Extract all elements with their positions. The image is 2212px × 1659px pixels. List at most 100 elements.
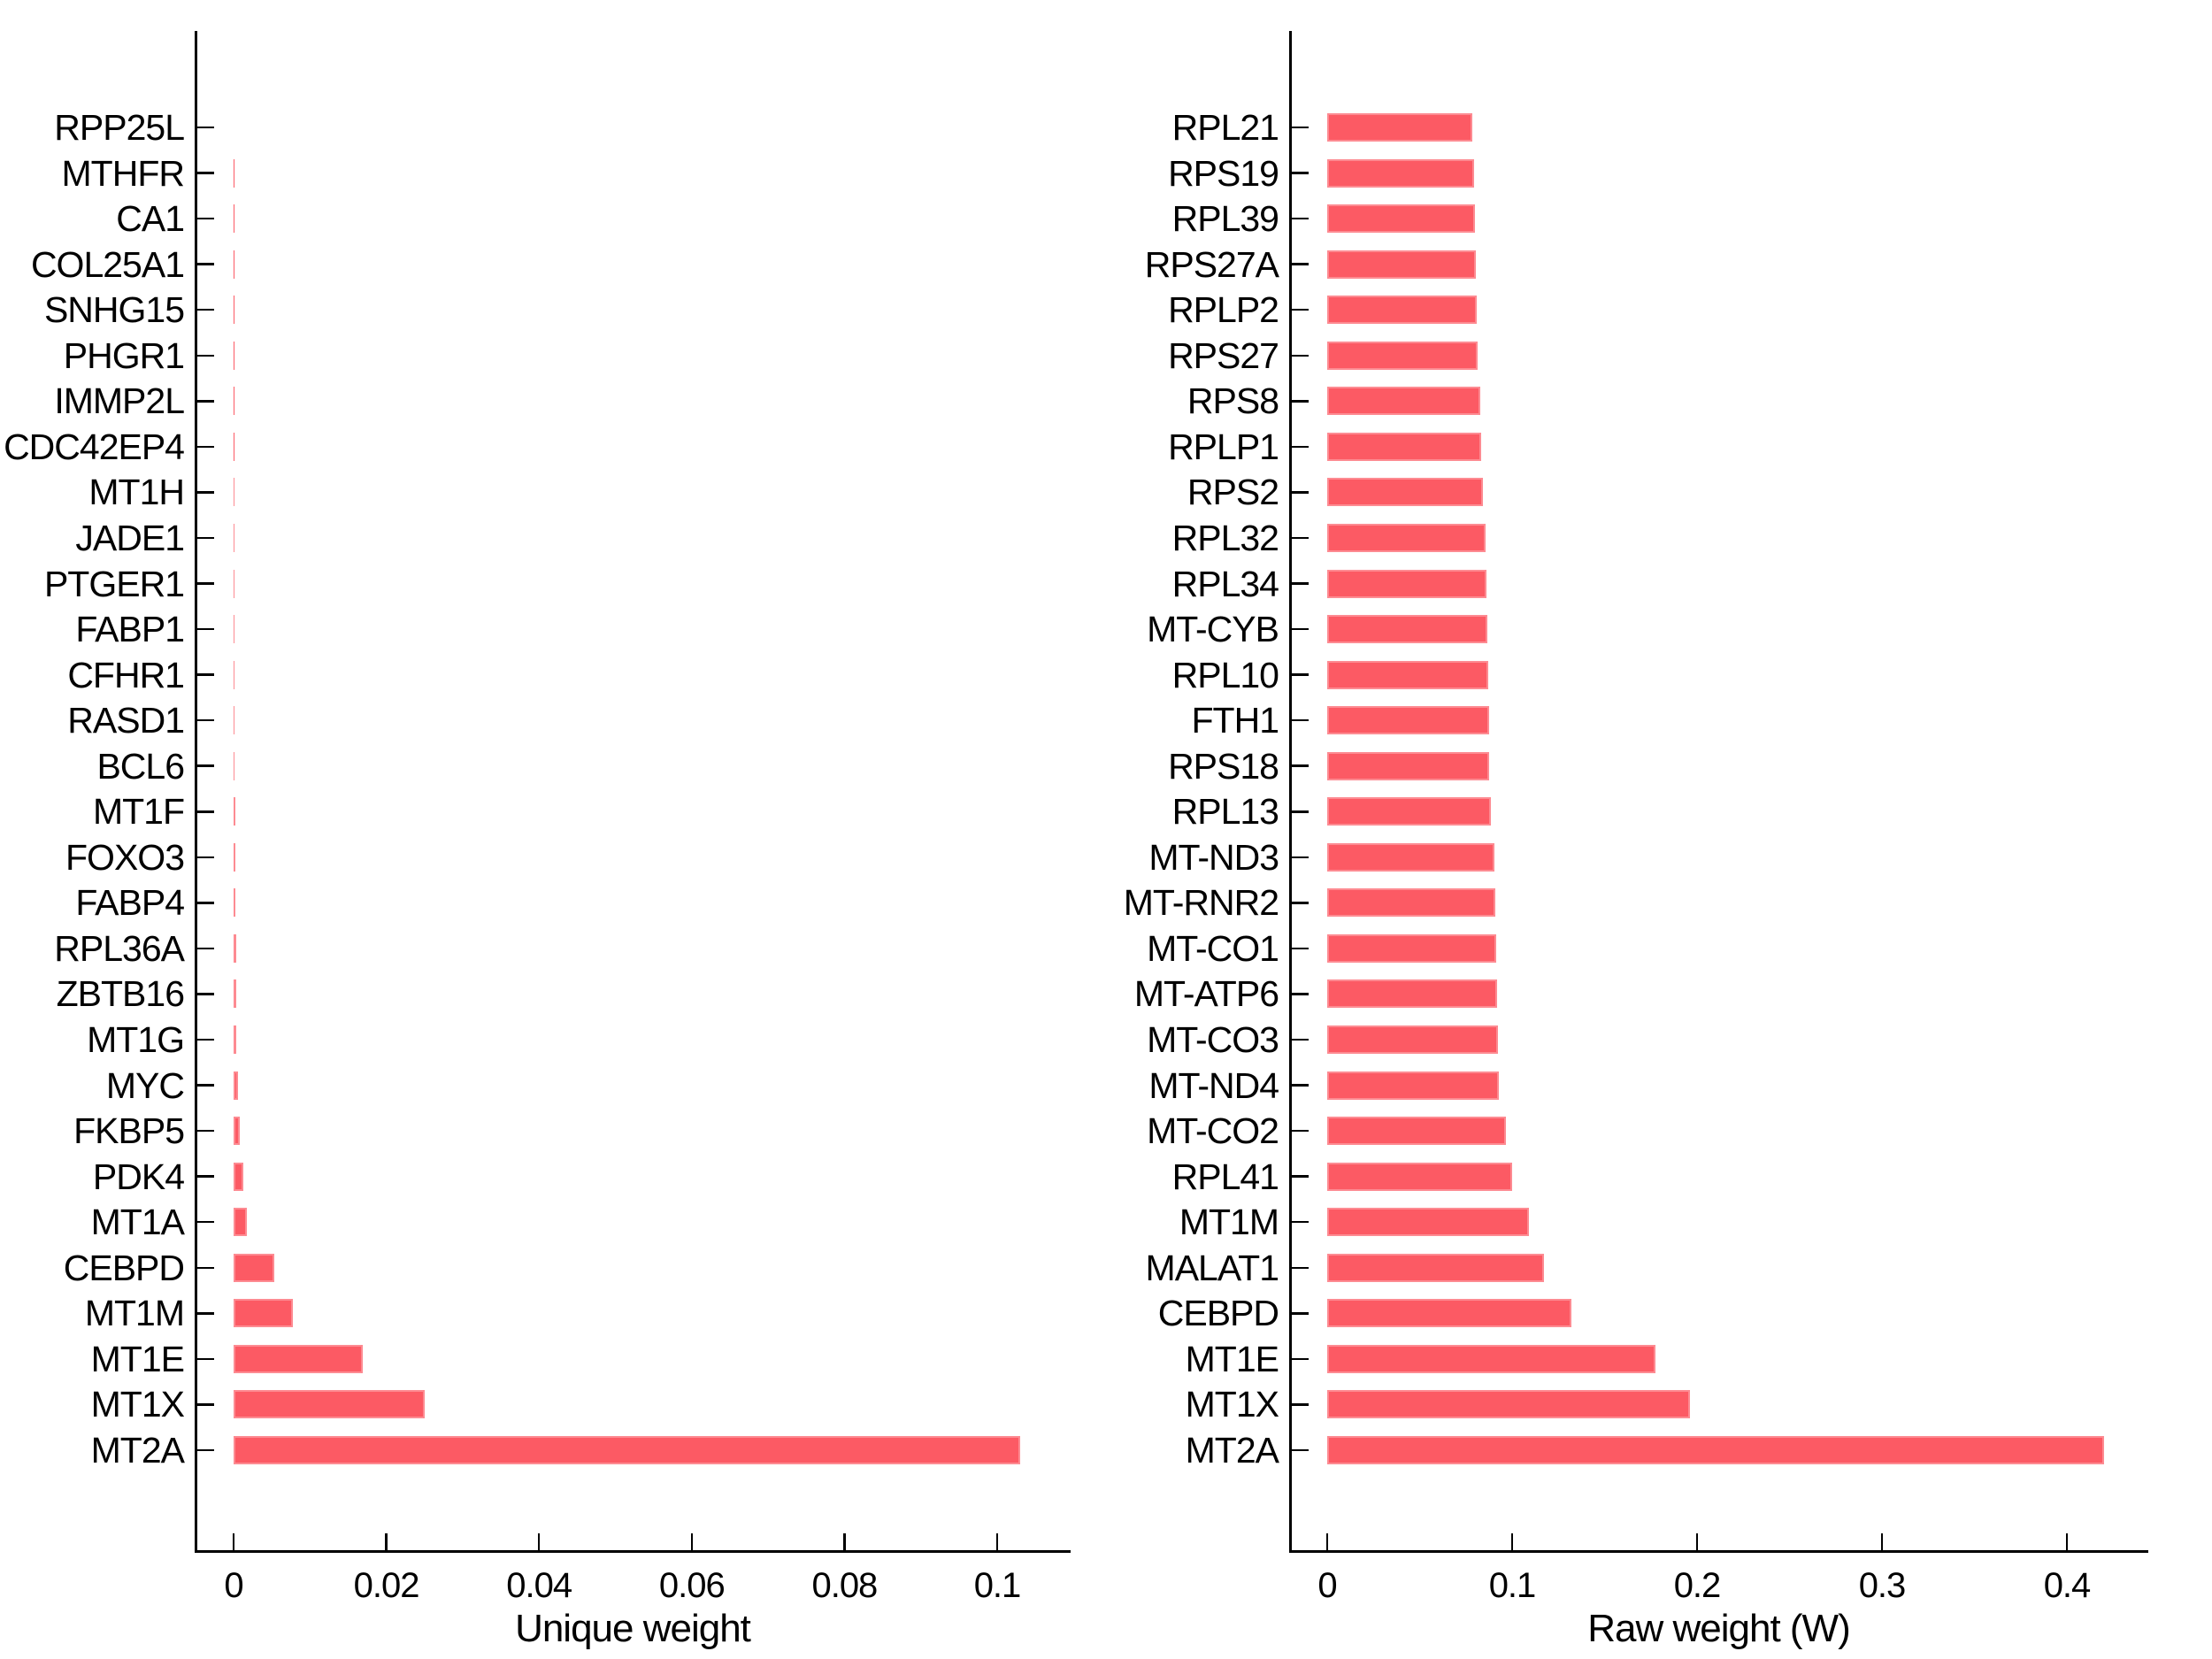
bar — [234, 1390, 425, 1419]
y-tick — [196, 810, 214, 813]
y-axis-line — [195, 31, 197, 1553]
bar — [1327, 1390, 1691, 1419]
y-tick-label: RPL41 — [1171, 1156, 1279, 1197]
y-tick-label: RPL13 — [1171, 791, 1279, 833]
y-tick-label: RASD1 — [67, 700, 185, 741]
y-tick — [196, 993, 214, 995]
y-tick — [1291, 1266, 1309, 1269]
y-tick-label: FABP1 — [75, 609, 185, 650]
y-tick-label: RPLP2 — [1168, 289, 1279, 331]
y-tick — [196, 1084, 214, 1087]
bar — [1327, 569, 1486, 598]
y-tick — [1291, 217, 1309, 220]
y-tick-label: MT-RNR2 — [1123, 882, 1279, 924]
y-tick — [196, 627, 214, 631]
bar — [234, 1162, 244, 1191]
bar — [234, 1299, 294, 1328]
y-tick — [1291, 1038, 1309, 1041]
bar — [1327, 1208, 1529, 1237]
bar — [1327, 660, 1488, 689]
x-tick — [843, 1533, 846, 1550]
bar — [1327, 296, 1477, 325]
y-tick — [1291, 400, 1309, 403]
y-tick — [196, 126, 214, 129]
y-tick — [1291, 993, 1309, 995]
y-tick — [1291, 172, 1309, 174]
bar — [234, 1253, 274, 1282]
y-tick-label: MT1H — [88, 472, 185, 513]
bar — [1327, 1344, 1655, 1373]
y-tick-label: MT1F — [92, 791, 185, 833]
y-tick — [196, 1312, 214, 1315]
y-tick-label: PDK4 — [92, 1156, 185, 1197]
bar — [234, 888, 236, 918]
y-tick — [196, 536, 214, 540]
x-tick — [537, 1533, 541, 1550]
x-tick — [690, 1533, 694, 1550]
y-tick-label: MT-CO3 — [1147, 1019, 1279, 1060]
bar — [234, 1208, 247, 1237]
bar — [1327, 842, 1494, 872]
y-tick — [196, 217, 214, 220]
y-tick-label: RPS8 — [1187, 380, 1279, 422]
y-tick-label: JADE1 — [75, 517, 185, 558]
bar — [1327, 1071, 1500, 1100]
y-tick-label: COL25A1 — [30, 243, 185, 285]
y-tick — [196, 445, 214, 449]
y-tick-label: MTHFR — [61, 152, 185, 194]
y-tick — [1291, 1129, 1309, 1133]
y-tick — [196, 491, 214, 494]
y-tick-label: RPL39 — [1171, 198, 1279, 240]
y-tick-label: RPP25L — [54, 107, 185, 148]
y-tick — [196, 673, 214, 676]
y-tick-label: FOXO3 — [65, 836, 185, 878]
y-tick — [196, 947, 214, 950]
y-tick-label: MT1E — [1185, 1338, 1279, 1379]
y-tick-label: PTGER1 — [43, 563, 185, 604]
bar — [234, 842, 235, 872]
y-tick — [196, 1129, 214, 1133]
y-tick-label: MT-ND4 — [1148, 1064, 1279, 1106]
y-tick-label: MT1A — [90, 1202, 185, 1243]
bar — [1327, 888, 1495, 918]
y-tick — [196, 1448, 214, 1452]
bar — [1327, 1299, 1571, 1328]
bar — [1327, 1117, 1506, 1146]
bar — [234, 797, 235, 826]
y-tick-label: ZBTB16 — [56, 973, 185, 1015]
x-tick-label: 0.1 — [973, 1566, 1022, 1605]
bar — [1327, 979, 1498, 1009]
bar — [1327, 478, 1483, 507]
x-tick — [1695, 1533, 1699, 1550]
bar — [1327, 615, 1487, 644]
bar — [1327, 1025, 1498, 1054]
y-tick-label: RPS18 — [1168, 745, 1279, 787]
x-tick — [1510, 1533, 1514, 1550]
bar — [1327, 1253, 1544, 1282]
bar — [1327, 751, 1490, 780]
y-tick-label: CEBPD — [1157, 1293, 1279, 1334]
y-tick-label: RPLP1 — [1168, 426, 1279, 467]
y-tick-label: FKBP5 — [73, 1110, 185, 1152]
y-tick — [1291, 764, 1309, 767]
y-tick — [1291, 627, 1309, 631]
y-tick-label: RPS19 — [1168, 152, 1279, 194]
bar — [234, 979, 237, 1009]
y-tick — [196, 400, 214, 403]
x-tick — [2065, 1533, 2069, 1550]
y-tick — [196, 172, 214, 174]
y-tick-label: MT2A — [1185, 1429, 1279, 1471]
y-tick-label: SNHG15 — [43, 289, 185, 331]
y-tick — [196, 718, 214, 722]
x-axis-line — [1289, 1550, 2148, 1553]
y-tick — [1291, 856, 1309, 859]
x-tick — [385, 1533, 388, 1550]
x-tick-label: 0.1 — [1488, 1566, 1537, 1605]
y-tick — [1291, 947, 1309, 950]
y-tick — [1291, 902, 1309, 904]
y-tick-label: BCL6 — [96, 745, 185, 787]
y-tick-label: RPL21 — [1171, 107, 1279, 148]
y-tick — [196, 308, 214, 311]
